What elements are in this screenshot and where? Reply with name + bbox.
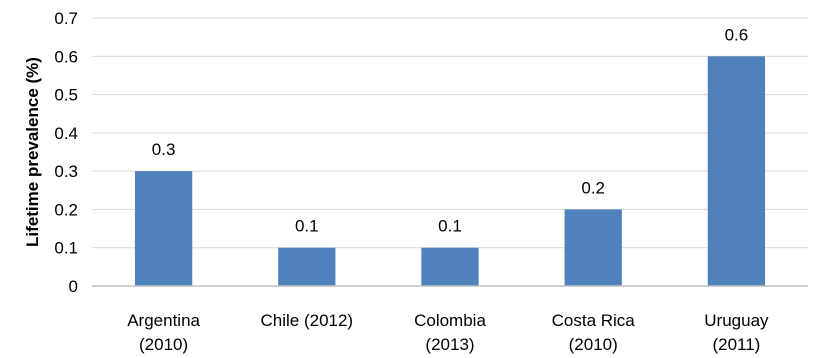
y-tick-label: 0.4 — [54, 124, 78, 143]
data-label: 0.6 — [725, 25, 749, 44]
bar — [564, 209, 622, 286]
y-tick-label: 0 — [69, 277, 78, 296]
bar — [134, 171, 193, 286]
x-axis-categories: Argentina (2010) Chile (2012) Colombia (2013… — [127, 311, 769, 354]
y-tick-label: 0.2 — [54, 200, 78, 219]
data-label: 0.3 — [152, 140, 176, 159]
bar — [707, 56, 766, 287]
y-tick-label: 0.7 — [54, 9, 78, 28]
data-labels: 0.3 0.1 0.1 0.2 0.6 — [152, 25, 748, 235]
x-category-label: (2011) — [712, 335, 760, 354]
y-tick-label: 0.3 — [54, 162, 78, 181]
x-category-label: Costa Rica — [552, 311, 636, 330]
bars — [134, 56, 766, 287]
x-category-label: (2013) — [425, 335, 474, 354]
y-tick-label: 0.1 — [54, 239, 78, 258]
data-label: 0.1 — [438, 217, 462, 236]
gridlines — [92, 17, 808, 249]
y-tick-label: 0.5 — [54, 86, 78, 105]
y-tick-label: 0.6 — [54, 47, 78, 66]
x-category-label: Uruguay — [704, 311, 769, 330]
data-label: 0.2 — [581, 178, 605, 197]
x-category-label: (2010) — [139, 335, 188, 354]
y-axis-title: Lifetime prevalence (%) — [23, 57, 42, 247]
x-category-label: Colombia — [414, 311, 486, 330]
x-category-label: Chile (2012) — [260, 311, 353, 330]
bar — [421, 247, 479, 286]
bar — [278, 247, 336, 286]
y-axis-ticks: 0 0.1 0.2 0.3 0.4 0.5 0.6 0.7 — [54, 9, 78, 296]
x-category-label: Argentina — [127, 311, 200, 330]
x-category-label: (2010) — [569, 335, 618, 354]
data-label: 0.1 — [295, 217, 319, 236]
